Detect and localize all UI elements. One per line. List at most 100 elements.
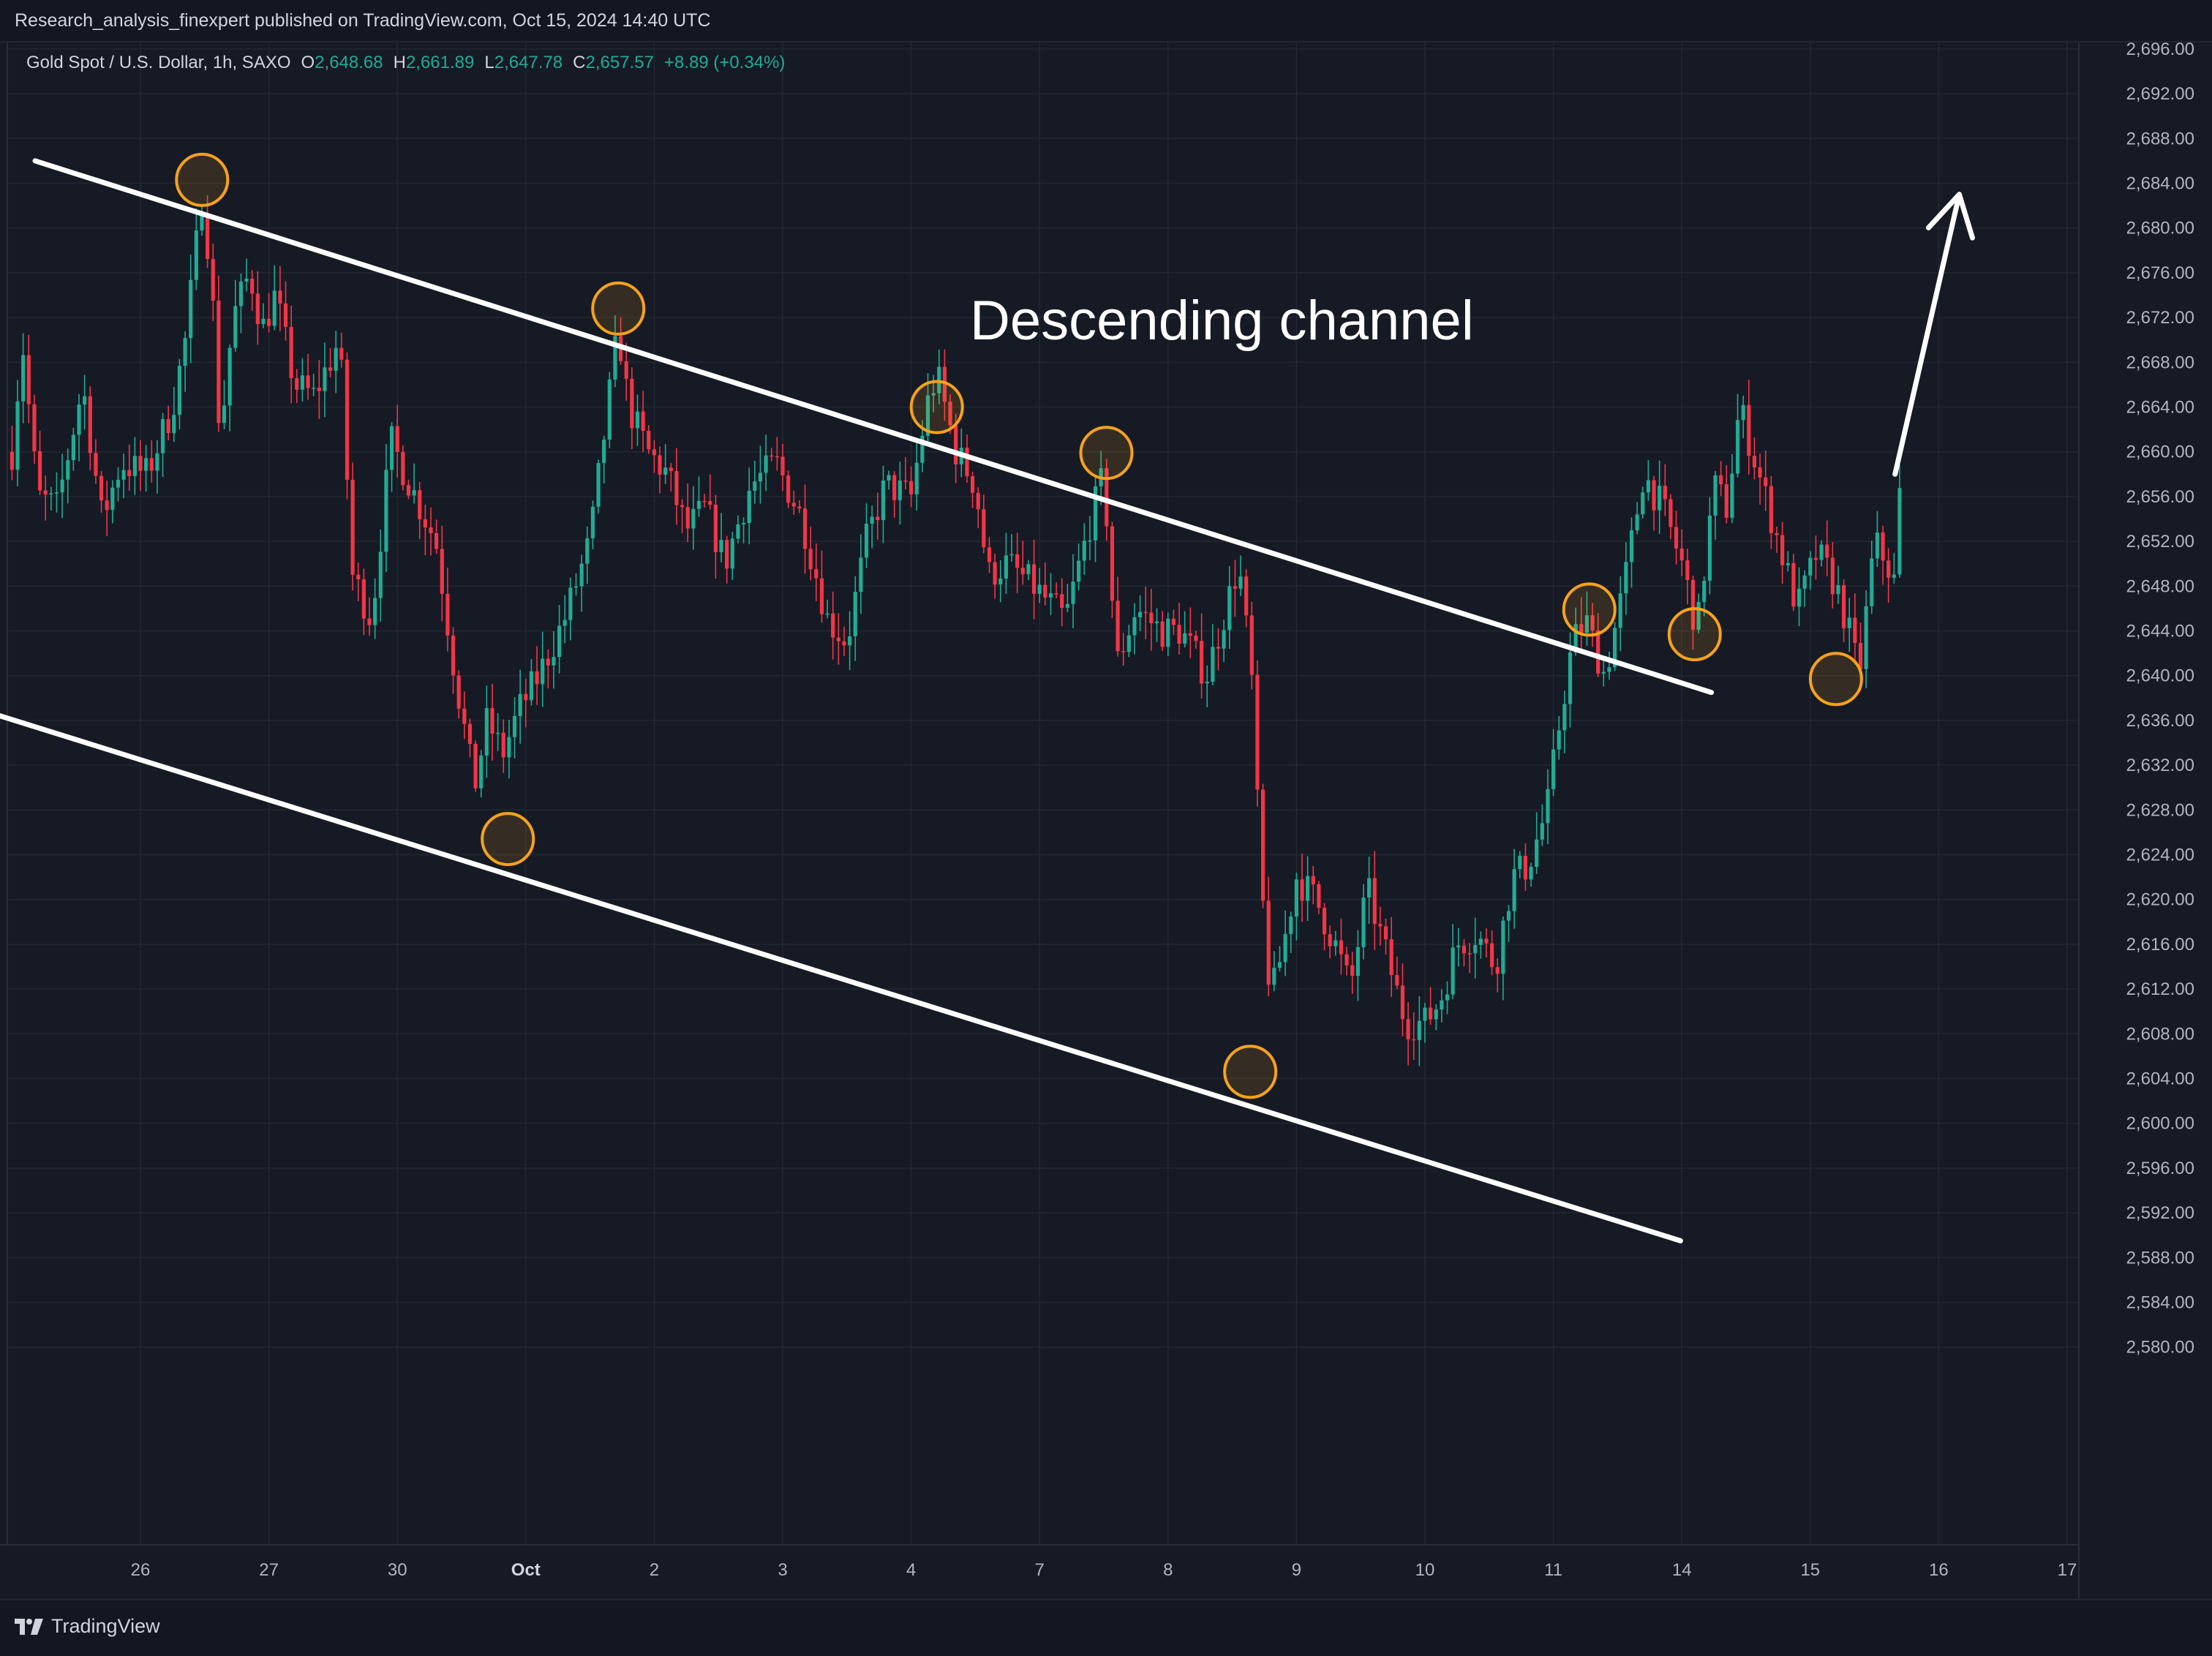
candle[interactable] xyxy=(1663,464,1667,516)
candle[interactable] xyxy=(378,529,383,622)
candle[interactable] xyxy=(1886,548,1891,603)
candle[interactable] xyxy=(267,293,271,333)
candle[interactable] xyxy=(987,537,992,573)
candle[interactable] xyxy=(1769,475,1773,549)
candle[interactable] xyxy=(1658,460,1662,534)
candle[interactable] xyxy=(825,599,830,619)
candle[interactable] xyxy=(1601,656,1606,687)
candle[interactable] xyxy=(323,342,327,418)
candle[interactable] xyxy=(1149,588,1154,651)
candle[interactable] xyxy=(1473,917,1478,979)
candle[interactable] xyxy=(1679,529,1684,576)
candle[interactable] xyxy=(255,271,260,345)
candle[interactable] xyxy=(573,573,579,596)
candle[interactable] xyxy=(1183,611,1187,648)
candle[interactable] xyxy=(32,394,37,464)
candle[interactable] xyxy=(1685,549,1690,605)
candle[interactable] xyxy=(1294,873,1298,941)
candle[interactable] xyxy=(144,445,148,492)
candle[interactable] xyxy=(60,453,64,519)
candle[interactable] xyxy=(1445,981,1450,1015)
candle[interactable] xyxy=(1551,729,1556,797)
candle[interactable] xyxy=(440,525,444,622)
candle[interactable] xyxy=(445,568,450,652)
candle[interactable] xyxy=(1719,461,1723,497)
candle[interactable] xyxy=(105,481,109,536)
candle[interactable] xyxy=(1802,570,1807,607)
candle[interactable] xyxy=(132,437,137,495)
candle[interactable] xyxy=(674,448,679,525)
candle[interactable] xyxy=(607,372,612,448)
candle[interactable] xyxy=(1495,958,1500,993)
candle[interactable] xyxy=(473,740,478,792)
candle[interactable] xyxy=(1077,543,1081,591)
candle[interactable] xyxy=(138,440,143,492)
candle[interactable] xyxy=(401,445,405,491)
candle[interactable] xyxy=(747,467,751,545)
candle[interactable] xyxy=(1311,865,1315,905)
candle[interactable] xyxy=(1037,568,1042,603)
candle[interactable] xyxy=(786,470,791,508)
candle[interactable] xyxy=(295,369,299,403)
candle[interactable] xyxy=(1713,471,1718,540)
candle[interactable] xyxy=(652,440,656,473)
candle[interactable] xyxy=(1043,562,1047,606)
candle[interactable] xyxy=(94,439,98,484)
candle[interactable] xyxy=(501,719,505,773)
candle[interactable] xyxy=(1238,555,1243,596)
candle[interactable] xyxy=(1339,918,1344,975)
candle[interactable] xyxy=(1764,450,1768,511)
candle[interactable] xyxy=(1222,620,1226,662)
candle[interactable] xyxy=(848,611,852,671)
candle[interactable] xyxy=(1344,946,1349,976)
candle[interactable] xyxy=(373,578,377,639)
touch-point-circle[interactable] xyxy=(909,380,964,434)
touch-point-circle[interactable] xyxy=(1562,582,1617,637)
candle[interactable] xyxy=(1674,511,1679,565)
candle[interactable] xyxy=(1065,584,1069,613)
candle[interactable] xyxy=(1171,609,1176,636)
candle[interactable] xyxy=(345,352,350,500)
candle[interactable] xyxy=(37,430,42,495)
candle[interactable] xyxy=(596,459,601,513)
candle[interactable] xyxy=(1160,611,1165,651)
candle[interactable] xyxy=(49,486,53,511)
candle[interactable] xyxy=(1825,520,1829,576)
touch-point-circle[interactable] xyxy=(1079,426,1134,481)
candle[interactable] xyxy=(814,543,819,602)
candle[interactable] xyxy=(546,649,550,689)
candle[interactable] xyxy=(1506,905,1511,942)
candle[interactable] xyxy=(647,425,651,454)
candle[interactable] xyxy=(1054,582,1058,598)
candle[interactable] xyxy=(557,605,562,674)
candle[interactable] xyxy=(160,413,165,477)
candle[interactable] xyxy=(1440,989,1444,1023)
candle[interactable] xyxy=(189,255,193,364)
candle[interactable] xyxy=(233,279,238,352)
candle[interactable] xyxy=(177,358,182,430)
candle[interactable] xyxy=(1518,851,1522,878)
candle[interactable] xyxy=(1535,812,1539,874)
candle[interactable] xyxy=(289,305,293,404)
candle[interactable] xyxy=(1819,540,1824,567)
symbol-legend[interactable]: Gold Spot / U.S. Dollar, 1h, SAXO O2,648.… xyxy=(26,53,785,73)
candle[interactable] xyxy=(1830,541,1835,609)
candle[interactable] xyxy=(367,597,372,636)
candle[interactable] xyxy=(864,503,869,568)
candle[interactable] xyxy=(1317,881,1321,914)
candle[interactable] xyxy=(1624,542,1628,615)
candle[interactable] xyxy=(736,515,740,543)
candle[interactable] xyxy=(1020,541,1025,585)
candle[interactable] xyxy=(1607,651,1611,680)
candle[interactable] xyxy=(1635,502,1639,535)
candle[interactable] xyxy=(217,275,221,432)
candle[interactable] xyxy=(819,550,824,623)
candle[interactable] xyxy=(250,270,255,312)
candle[interactable] xyxy=(713,494,718,579)
candle[interactable] xyxy=(937,349,941,404)
candle[interactable] xyxy=(507,720,511,779)
candle[interactable] xyxy=(1501,916,1505,1001)
channel-lower-line[interactable] xyxy=(0,713,1683,1243)
candle[interactable] xyxy=(1897,464,1902,579)
candle[interactable] xyxy=(925,372,930,447)
